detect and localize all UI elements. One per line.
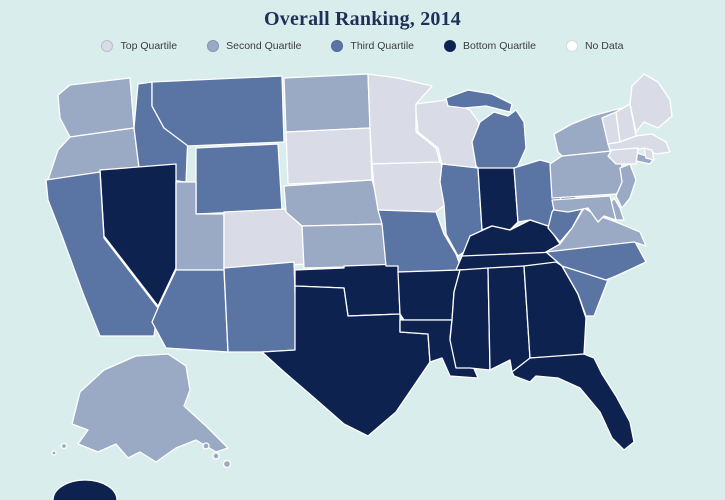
legend-swatch-no-data [565,40,578,52]
legend-label-top-quartile: Top Quartile [120,40,178,52]
state-montana[interactable] [151,75,285,147]
state-alaska[interactable] [71,353,229,463]
state-iowa[interactable] [371,161,449,213]
alaska-island[interactable] [222,459,232,469]
map-title: Overall Ranking, 2014 [264,8,461,30]
state-kansas[interactable] [301,223,389,269]
legend-item-no-data: No Data [565,40,624,52]
state-nebraska[interactable] [283,179,385,227]
legend-swatch-top-quartile [101,40,114,52]
legend-swatch-third-quartile [331,40,344,52]
legend-label-bottom-quartile: Bottom Quartile [463,40,536,52]
alaska-island[interactable] [212,452,220,460]
state-wyoming[interactable] [195,143,283,215]
state-south-dakota[interactable] [285,127,373,185]
legend-label-third-quartile: Third Quartile [350,40,415,52]
state-indiana[interactable] [477,167,519,231]
legend-label-no-data: No Data [584,40,624,52]
state-arkansas[interactable] [397,269,461,321]
state-connecticut[interactable] [607,147,639,165]
alaska-island[interactable] [202,442,210,450]
state-texas[interactable] [261,285,431,437]
legend-swatch-second-quartile [207,40,220,52]
legend: Top Quartile Second Quartile Third Quart… [0,40,725,52]
state-california[interactable] [45,171,159,337]
state-maryland[interactable] [551,195,617,223]
legend-item-second-quartile: Second Quartile [207,40,301,52]
state-florida[interactable] [511,353,635,451]
state-washington[interactable] [57,77,135,138]
state-rhode-island[interactable] [643,147,655,161]
legend-item-third-quartile: Third Quartile [331,40,414,52]
state-new-mexico[interactable] [223,261,298,353]
alaska-island[interactable] [60,442,68,450]
legend-item-bottom-quartile: Bottom Quartile [444,40,536,52]
state-hawaii[interactable] [52,479,118,500]
state-minnesota[interactable] [367,73,441,165]
state-mississippi[interactable] [449,267,491,371]
state-maine[interactable] [629,73,673,133]
legend-label-second-quartile: Second Quartile [226,40,302,52]
legend-swatch-bottom-quartile [444,40,457,52]
state-michigan[interactable] [471,109,527,173]
alaska-island[interactable] [51,450,57,456]
state-michigan-upper[interactable] [445,89,513,113]
legend-item-top-quartile: Top Quartile [101,40,177,52]
state-north-dakota[interactable] [283,73,371,133]
state-new-jersey[interactable] [615,163,637,209]
